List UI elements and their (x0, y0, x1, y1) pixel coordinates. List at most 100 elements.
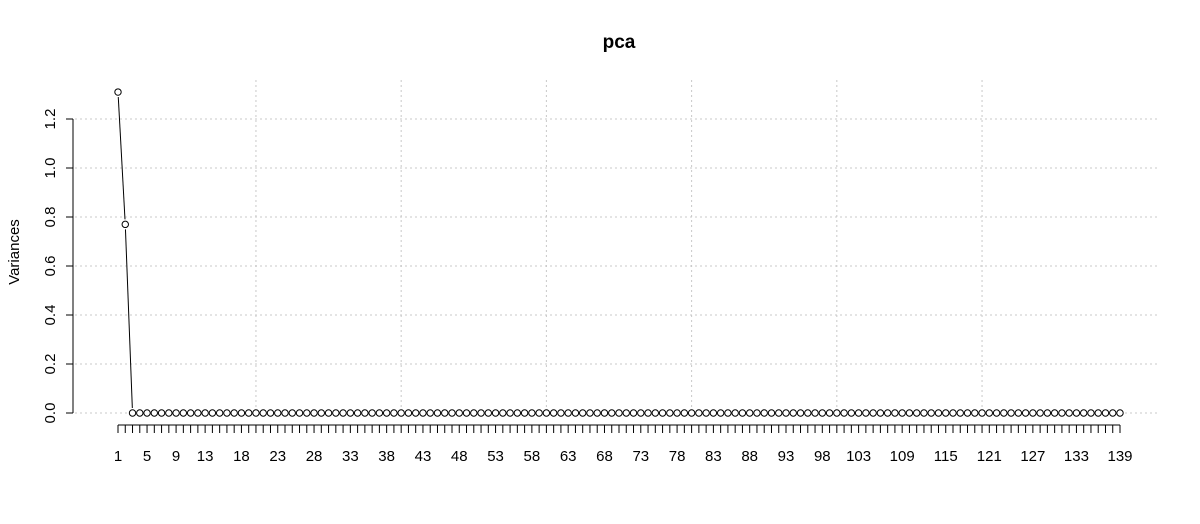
y-tick-label: 0.0 (42, 403, 59, 424)
data-point (274, 409, 282, 417)
data-point (658, 409, 667, 417)
x-tick-label: 98 (814, 448, 831, 465)
data-point (912, 409, 921, 417)
data-point (927, 409, 935, 417)
data-point (825, 409, 834, 417)
data-point (208, 409, 217, 417)
chart-title: pca (603, 32, 636, 53)
data-point (361, 409, 369, 417)
data-point (266, 409, 275, 417)
data-point (157, 409, 166, 417)
x-tick-label: 18 (233, 448, 250, 465)
data-point (491, 409, 500, 417)
data-point (862, 409, 870, 417)
data-point (840, 409, 848, 417)
data-point (317, 409, 326, 417)
data-point (600, 409, 609, 417)
data-point (310, 409, 318, 417)
data-point (1029, 409, 1037, 417)
data-point (680, 409, 689, 417)
data-point (847, 409, 856, 417)
x-tick-label: 115 (934, 448, 958, 465)
data-point (1007, 409, 1015, 417)
data-point (1116, 409, 1124, 417)
data-point (150, 409, 159, 417)
x-tick-label: 33 (342, 448, 359, 465)
data-point (608, 409, 616, 417)
data-point (513, 409, 522, 417)
x-tick-label: 139 (1107, 448, 1132, 465)
data-point (767, 409, 776, 417)
data-points (114, 88, 1124, 417)
y-tick-label: 0.6 (42, 256, 59, 277)
data-point (1072, 409, 1081, 417)
data-point (934, 409, 943, 417)
data-point (876, 409, 885, 417)
x-tick-label: 23 (269, 448, 286, 465)
data-point (332, 409, 340, 417)
data-point (716, 409, 725, 417)
x-tick-label: 88 (741, 448, 758, 465)
x-tick-label: 78 (669, 448, 686, 465)
data-point (542, 409, 551, 417)
data-point (760, 409, 768, 417)
data-point (898, 409, 906, 417)
y-axis-label: Variances (6, 219, 23, 285)
data-point (985, 409, 994, 417)
data-point (1021, 409, 1030, 417)
data-point (891, 409, 899, 417)
data-point (419, 409, 427, 417)
data-point (411, 409, 420, 417)
x-tick-label: 53 (487, 448, 504, 465)
data-point (1000, 409, 1008, 417)
data-point (651, 409, 660, 417)
data-point (854, 409, 863, 417)
data-point (1087, 409, 1095, 417)
x-tick-label: 43 (415, 448, 432, 465)
data-point (637, 409, 645, 417)
data-point (121, 220, 129, 229)
x-tick-label: 68 (596, 448, 613, 465)
data-point (1065, 409, 1073, 417)
x-tick-label: 103 (846, 448, 871, 465)
data-point (252, 409, 260, 417)
x-tick-label: 127 (1020, 448, 1045, 465)
data-point (789, 409, 797, 417)
data-point (375, 409, 384, 417)
data-point (281, 409, 289, 417)
data-point (404, 409, 413, 417)
x-tick-label: 13 (197, 448, 214, 465)
data-point (237, 409, 246, 417)
data-point (520, 409, 529, 417)
data-point (869, 409, 877, 417)
data-point (506, 409, 514, 417)
series-line-group (117, 97, 133, 409)
x-tick-label: 48 (451, 448, 468, 465)
data-point (172, 409, 180, 417)
data-point (426, 409, 434, 417)
data-point (578, 409, 587, 417)
x-tick-label: 133 (1064, 448, 1089, 465)
data-point (971, 409, 979, 417)
data-point (186, 409, 195, 417)
data-point (230, 409, 238, 417)
data-point (499, 409, 507, 417)
data-point (1036, 409, 1044, 417)
data-point (390, 409, 398, 417)
x-tick-label: 109 (890, 448, 915, 465)
data-point (433, 409, 442, 417)
data-point (114, 88, 122, 96)
y-tick-label: 1.2 (42, 109, 59, 130)
data-point (920, 409, 928, 417)
data-point (462, 409, 471, 417)
x-tick-label: 121 (977, 448, 1002, 465)
data-point (644, 409, 652, 417)
data-point (1058, 409, 1066, 417)
data-point (564, 409, 572, 417)
data-point (382, 409, 391, 417)
data-point (804, 409, 812, 417)
data-point (709, 409, 718, 417)
data-point (586, 409, 594, 417)
data-point (477, 409, 485, 417)
